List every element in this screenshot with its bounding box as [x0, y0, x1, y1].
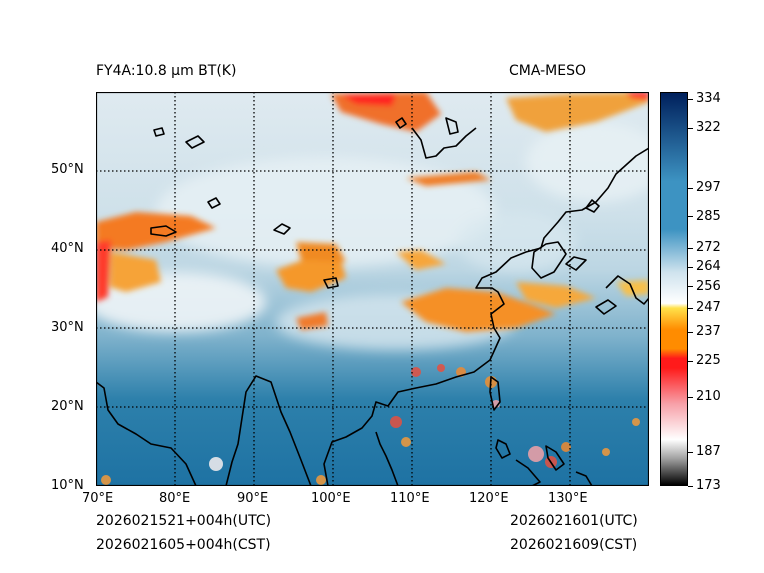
colorbar-tick-mark [688, 286, 693, 288]
coastlines [96, 117, 649, 486]
valid-time-cst: 2026021609(CST) [510, 537, 638, 553]
colorbar-tick-label: 247 [696, 300, 721, 316]
lon-tick-70: 70°E [82, 491, 114, 506]
lat-tick-50: 50°N [51, 162, 84, 177]
colorbar-tick-label: 173 [696, 478, 721, 493]
colorbar-tick-mark [688, 485, 693, 487]
colorbar-tick-label: 210 [696, 389, 721, 405]
colorbar-tick-mark [688, 360, 693, 362]
cold-cloud-tops [96, 92, 649, 332]
init-time-utc: 2026021521+004h(UTC) [96, 513, 272, 529]
colorbar-tick-label: 225 [696, 353, 721, 369]
lat-tick-20: 20°N [51, 399, 84, 414]
map-frame [96, 92, 649, 486]
init-time-cst: 2026021605+004h(CST) [96, 537, 271, 553]
colorbar-tick-label: 322 [696, 120, 721, 136]
lon-tick-120: 120°E [469, 491, 509, 506]
tropical-convection [101, 364, 640, 485]
colorbar-tick-mark [688, 187, 693, 189]
title-left: FY4A:10.8 µm BT(K) [96, 63, 237, 79]
colorbar-tick-label: 285 [696, 208, 721, 224]
colorbar-tick-mark [688, 451, 693, 453]
lon-tick-110: 110°E [390, 491, 430, 506]
lon-tick-90: 90°E [237, 491, 269, 506]
lat-tick-10: 10°N [51, 478, 84, 493]
colorbar [660, 92, 688, 486]
colorbar-tick-label: 334 [696, 91, 721, 107]
colorbar-tick-label: 297 [696, 180, 721, 196]
graticule [96, 92, 649, 486]
colorbar-tick-mark [688, 247, 693, 249]
colorbar-tick-mark [688, 98, 693, 100]
lat-tick-30: 30°N [51, 320, 84, 335]
colorbar-tick-mark [688, 216, 693, 218]
lon-tick-80: 80°E [159, 491, 191, 506]
colorbar-tick-mark [688, 331, 693, 333]
colorbar-tick-label: 187 [696, 444, 721, 460]
colorbar-tick-label: 237 [696, 324, 721, 340]
satellite-brightness-temperature-map [96, 92, 649, 486]
colorbar-tick-mark [688, 307, 693, 309]
colorbar-tick-label: 264 [696, 259, 721, 275]
valid-time-utc: 2026021601(UTC) [510, 513, 638, 529]
lon-tick-130: 130°E [548, 491, 588, 506]
lat-tick-40: 40°N [51, 241, 84, 256]
colorbar-tick-mark [688, 127, 693, 129]
colorbar-tick-label: 272 [696, 240, 721, 256]
colorbar-tick-mark [688, 266, 693, 268]
title-right: CMA-MESO [509, 63, 587, 79]
colorbar-tick-label: 256 [696, 278, 721, 294]
colorbar-tick-mark [688, 396, 693, 398]
lon-tick-100: 100°E [311, 491, 351, 506]
